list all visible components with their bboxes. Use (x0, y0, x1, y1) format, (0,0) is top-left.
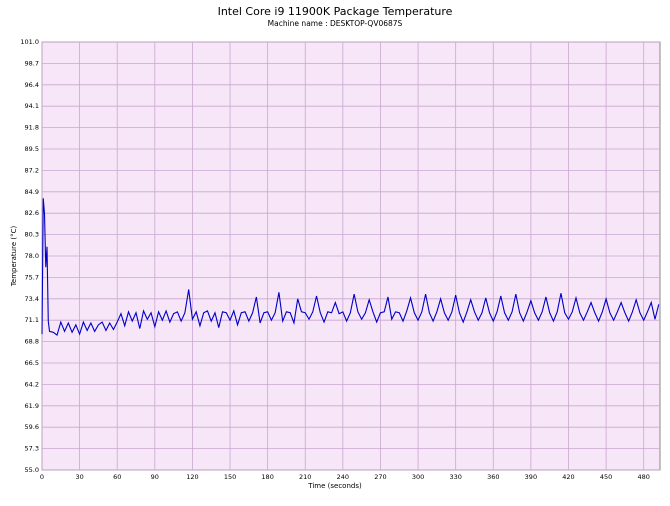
x-tick-label: 210 (299, 473, 311, 481)
x-tick-label: 150 (224, 473, 236, 481)
x-axis-label: Time (seconds) (307, 482, 362, 490)
y-tick-label: 66.5 (25, 359, 39, 367)
x-tick-label: 90 (151, 473, 159, 481)
x-tick-label: 420 (562, 473, 574, 481)
y-tick-label: 91.8 (25, 124, 39, 132)
x-tick-label: 390 (525, 473, 537, 481)
y-tick-label: 75.7 (25, 273, 39, 281)
y-tick-label: 80.3 (25, 231, 39, 239)
y-tick-label: 82.6 (25, 209, 39, 217)
x-tick-label: 240 (337, 473, 349, 481)
x-tick-label: 330 (449, 473, 461, 481)
x-tick-label: 480 (637, 473, 649, 481)
chart-title: Intel Core i9 11900K Package Temperature (218, 5, 453, 18)
y-tick-label: 57.3 (25, 445, 39, 453)
temperature-line (41, 198, 660, 337)
x-tick-label: 180 (261, 473, 273, 481)
x-tick-label: 270 (374, 473, 386, 481)
y-axis-label: Temperature (°C) (10, 226, 18, 288)
y-tick-label: 71.1 (25, 316, 39, 324)
y-tick-label: 73.4 (25, 295, 39, 303)
y-tick-label: 87.2 (25, 166, 39, 174)
x-tick-label: 450 (600, 473, 612, 481)
y-tick-label: 98.7 (25, 59, 39, 67)
y-tick-label: 96.4 (25, 81, 39, 89)
y-tick-label: 61.9 (25, 402, 39, 410)
x-tick-label: 300 (412, 473, 424, 481)
y-tick-label: 84.9 (25, 188, 39, 196)
y-tick-label: 78.0 (25, 252, 39, 260)
x-tick-label: 60 (113, 473, 121, 481)
y-tick-label: 59.6 (25, 423, 39, 431)
y-tick-label: 94.1 (25, 102, 39, 110)
y-tick-label: 64.2 (25, 380, 39, 388)
y-tick-label: 68.8 (25, 338, 39, 346)
x-tick-label: 0 (40, 473, 44, 481)
x-tick-label: 360 (487, 473, 499, 481)
y-tick-label: 89.5 (25, 145, 39, 153)
x-tick-label: 120 (186, 473, 198, 481)
x-tick-label: 30 (75, 473, 83, 481)
y-tick-label: 101.0 (20, 38, 39, 46)
y-tick-label: 55.0 (25, 466, 39, 474)
chart-subtitle: Machine name : DESKTOP-QV0687S (268, 19, 403, 28)
